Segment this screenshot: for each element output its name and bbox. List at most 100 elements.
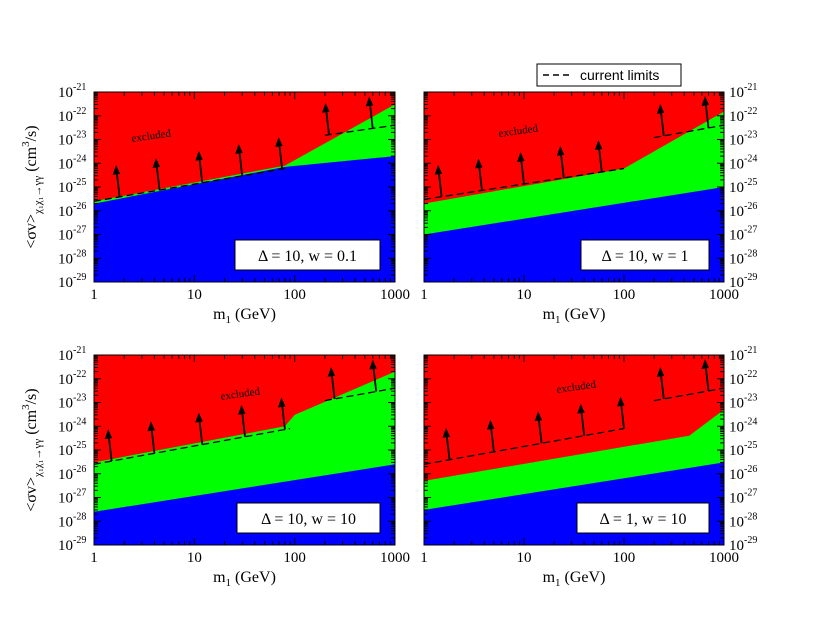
y-tick-label: 10-29: [58, 535, 86, 554]
limit-arrow: [322, 102, 330, 135]
y-axis-label: <σv>χ₁χ₁→γγ (cm3/s): [20, 388, 44, 511]
excluded-annotation: excluded: [498, 122, 539, 139]
y-tick-label: 10-26: [58, 464, 86, 483]
x-tick-label: 1000: [380, 550, 410, 566]
y-axis-label: <σv>χ₁χ₁→γγ (cm3/s): [20, 125, 44, 248]
x-tick-label: 1: [420, 550, 428, 566]
y-tick-label: 10-22: [58, 369, 86, 388]
limit-arrow: [235, 143, 244, 176]
limit-arrow: [442, 427, 451, 460]
x-tick-label: 1000: [709, 550, 739, 566]
legend-label: current limits: [580, 67, 659, 83]
limit-line-1: [94, 427, 291, 465]
limit-arrow: [701, 358, 710, 392]
param-box: [234, 239, 381, 271]
y-tick-label: 10-22: [729, 369, 757, 388]
limit-arrow: [474, 158, 483, 191]
plot-area: excluded: [424, 355, 724, 545]
y-tick-label: 10-29: [729, 535, 757, 554]
y-tick-label: 10-21: [58, 345, 86, 364]
y-tick-label: 10-21: [729, 345, 757, 364]
y-tick-label: 10-28: [58, 511, 86, 530]
limit-arrow: [147, 421, 156, 454]
limit-arrow: [238, 404, 246, 437]
limit-arrow: [104, 429, 113, 462]
x-tick-label: 100: [613, 550, 636, 566]
limit-arrow: [517, 151, 525, 185]
y-tick-label: 10-21: [58, 82, 86, 101]
y-tick-label: 10-27: [58, 225, 86, 244]
y-tick-label: 10-28: [58, 248, 86, 267]
limit-line-2: [653, 387, 724, 402]
excluded-annotation: excluded: [131, 127, 172, 144]
limit-arrow: [195, 412, 204, 445]
x-tick-label: 100: [283, 287, 306, 303]
y-tick-label: 10-25: [58, 177, 86, 196]
legend: current limits: [536, 63, 682, 87]
y-tick-label: 10-29: [58, 272, 86, 291]
x-tick-label: 100: [613, 287, 636, 303]
y-tick-label: 10-27: [729, 225, 757, 244]
x-axis-label: m1 (GeV): [543, 306, 606, 326]
panel-1: excluded Δ = 10, w = 0.1 1 10 100 1000 10-29 10…: [20, 82, 410, 326]
x-tick-label: 10: [517, 287, 532, 303]
y-tick-label: 10-25: [729, 177, 757, 196]
y-tick-label: 10-25: [58, 440, 86, 459]
limit-line-2: [653, 124, 724, 139]
limit-arrow: [617, 396, 625, 429]
y-tick-label: 10-23: [729, 393, 757, 412]
limit-line-2: [324, 124, 395, 136]
x-axis-label: m1 (GeV): [213, 306, 276, 326]
y-tick-label: 10-23: [58, 393, 86, 412]
y-tick-label: 10-28: [729, 248, 757, 267]
y-tick-label: 10-26: [729, 464, 757, 483]
limit-arrow: [534, 411, 543, 444]
limit-arrow: [656, 366, 665, 400]
plot-area: excluded: [94, 92, 395, 282]
y-tick-label: 10-23: [58, 130, 86, 149]
limit-arrow: [701, 95, 710, 129]
limit-arrow: [152, 158, 161, 191]
x-tick-label: 1000: [380, 287, 410, 303]
y-tick-label: 10-26: [729, 201, 757, 220]
legend-box: [536, 63, 682, 87]
panel-3: excluded Δ = 10, w = 10 1 10 100 1000 10-29 10-…: [20, 345, 410, 589]
limit-arrow: [365, 96, 374, 129]
y-tick-label: 10-24: [729, 153, 757, 172]
y-tick-label: 10-23: [729, 130, 757, 149]
y-tick-label: 10-24: [58, 153, 86, 172]
x-tick-label: 10: [187, 550, 202, 566]
param-label: Δ = 10, w = 1: [601, 248, 688, 265]
param-box: [576, 502, 710, 534]
limit-arrow: [369, 359, 378, 392]
limit-arrow: [327, 366, 336, 400]
limit-arrow: [434, 164, 443, 197]
x-tick-label: 10: [187, 287, 202, 303]
x-tick-label: 1000: [709, 287, 739, 303]
limit-line-1: [424, 427, 625, 465]
param-box: [580, 239, 710, 271]
y-tick-label: 10-29: [729, 272, 757, 291]
limit-arrow: [594, 139, 603, 173]
limit-arrow: [656, 103, 665, 137]
x-axis-label: m1 (GeV): [213, 569, 276, 589]
y-tick-label: 10-22: [58, 106, 86, 125]
param-label: Δ = 10, w = 0.1: [258, 248, 357, 265]
limit-arrow: [277, 397, 286, 430]
x-tick-label: 10: [517, 550, 532, 566]
excluded-annotation: excluded: [556, 378, 597, 395]
limit-arrow: [577, 403, 586, 436]
param-label: Δ = 1, w = 10: [599, 511, 686, 528]
y-tick-label: 10-27: [729, 488, 757, 507]
limit-line-2: [324, 387, 395, 402]
param-label: Δ = 10, w = 10: [261, 511, 356, 528]
y-tick-label: 10-24: [58, 416, 86, 435]
y-tick-label: 10-27: [58, 488, 86, 507]
y-tick-label: 10-25: [729, 440, 757, 459]
y-tick-label: 10-22: [729, 106, 757, 125]
x-tick-label: 1: [90, 287, 98, 303]
y-tick-label: 10-21: [729, 82, 757, 101]
limit-arrow: [486, 419, 495, 452]
